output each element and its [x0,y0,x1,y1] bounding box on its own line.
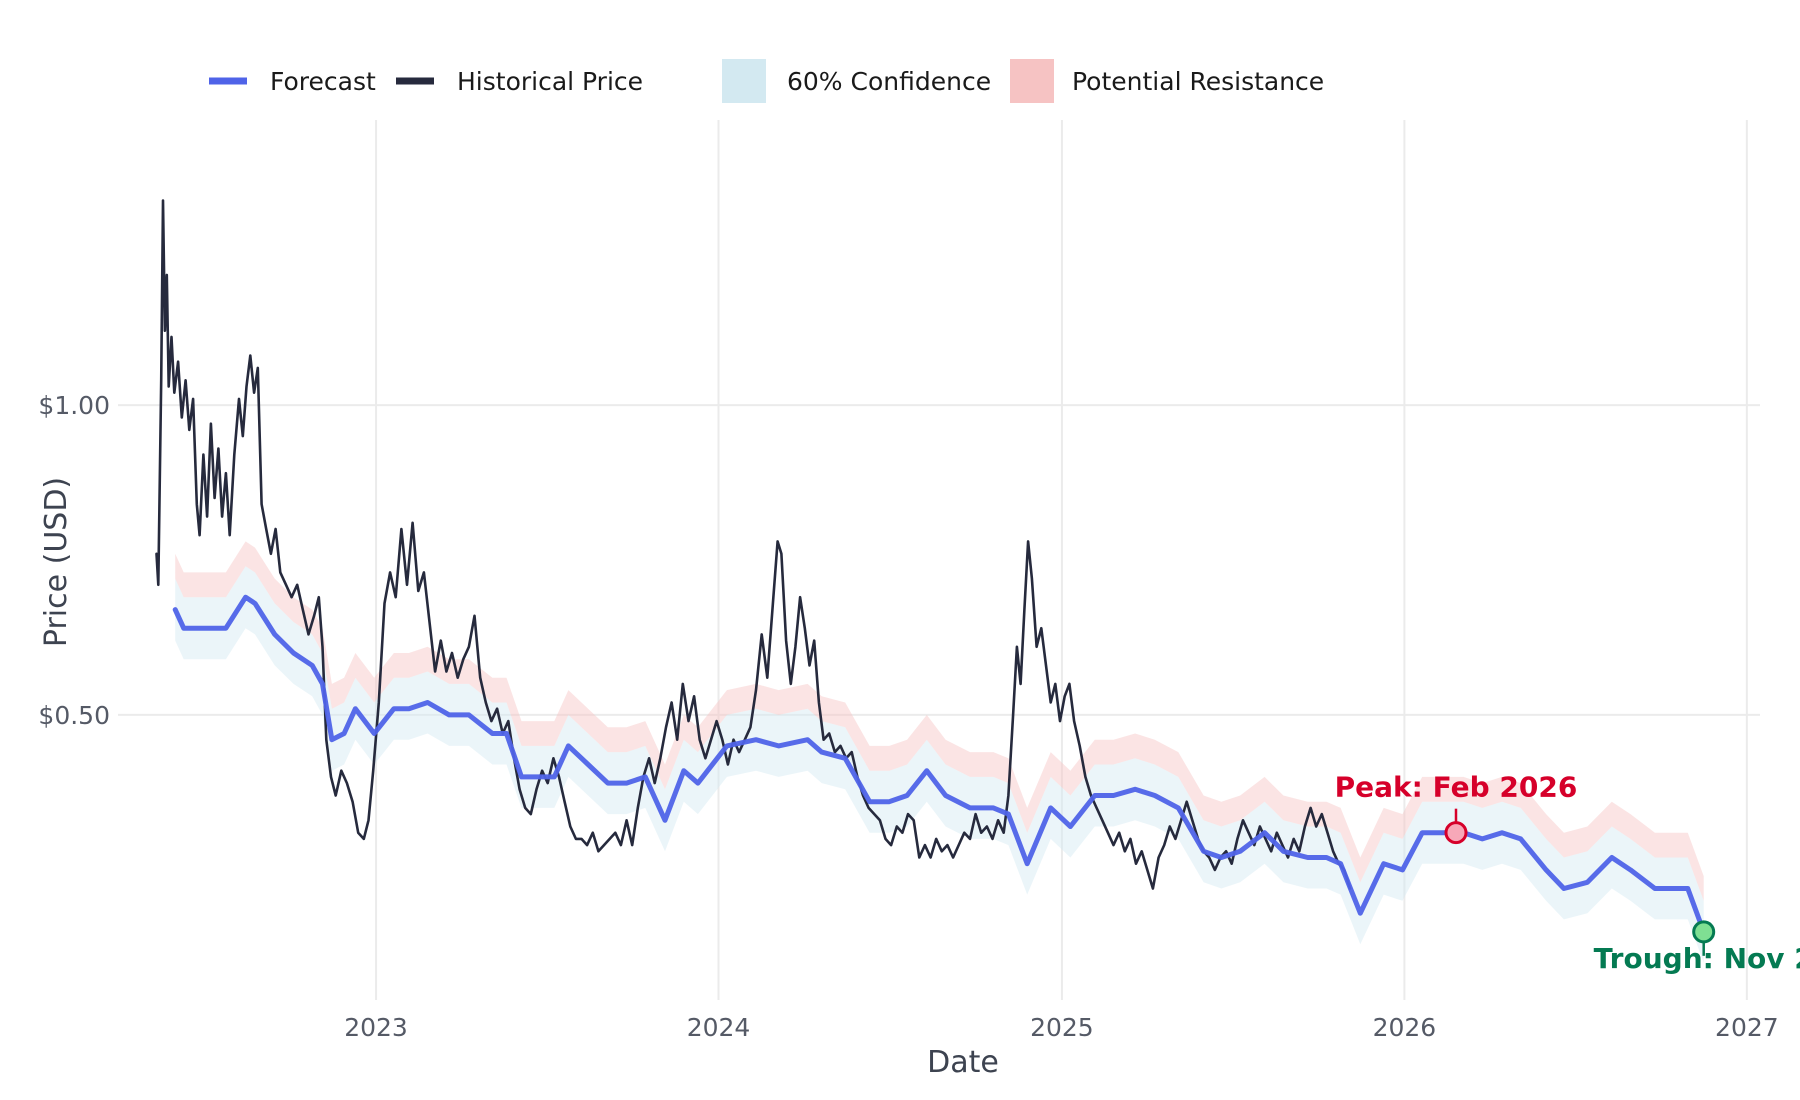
annotations: Peak: Feb 2026 Trough: Nov 2 [1335,771,1800,975]
x-axis-title: Date [927,1045,999,1080]
legend: Forecast Historical Price 60% Confidence Po… [209,59,1324,103]
legend-swatch [722,59,766,103]
legend-item-historical-price: Historical Price [396,67,643,96]
x-tick-label: 2024 [687,1013,751,1042]
legend-label: Potential Resistance [1072,67,1324,96]
resistance-band [175,541,1704,901]
annotation-label: Peak: Feb 2026 [1335,771,1578,804]
forecast-line [172,594,1707,935]
historical-price-line [155,199,1352,890]
x-tick-label: 2027 [1715,1013,1779,1042]
annotation-label: Trough: Nov 2 [1594,942,1800,975]
annotation-marker [1444,821,1468,845]
y-tick-label: $0.50 [38,701,110,730]
legend-label: Forecast [270,67,376,96]
x-tick-label: 2025 [1030,1013,1094,1042]
grid [118,120,1760,1000]
legend-item-forecast: Forecast [209,67,376,96]
axes: Date Price (USD) 2023 2024 2025 2026 2027 $0.… [38,391,1778,1080]
y-tick-label: $1.00 [38,391,110,420]
confidence-band [175,566,1704,963]
legend-label: Historical Price [457,67,643,96]
annotation-marker [1692,920,1716,944]
y-axis-title: Price (USD) [39,477,74,647]
bands [175,541,1704,963]
x-tick-label: 2026 [1373,1013,1437,1042]
legend-label: 60% Confidence [787,67,991,96]
legend-swatch [1010,59,1054,103]
trough-annotation: Trough: Nov 2 [1594,920,1800,975]
legend-item-potential-resistance: Potential Resistance [1010,59,1324,103]
peak-annotation: Peak: Feb 2026 [1335,771,1578,845]
legend-item-60-confidence: 60% Confidence [722,59,991,103]
series [155,199,1707,935]
x-tick-label: 2023 [344,1013,408,1042]
